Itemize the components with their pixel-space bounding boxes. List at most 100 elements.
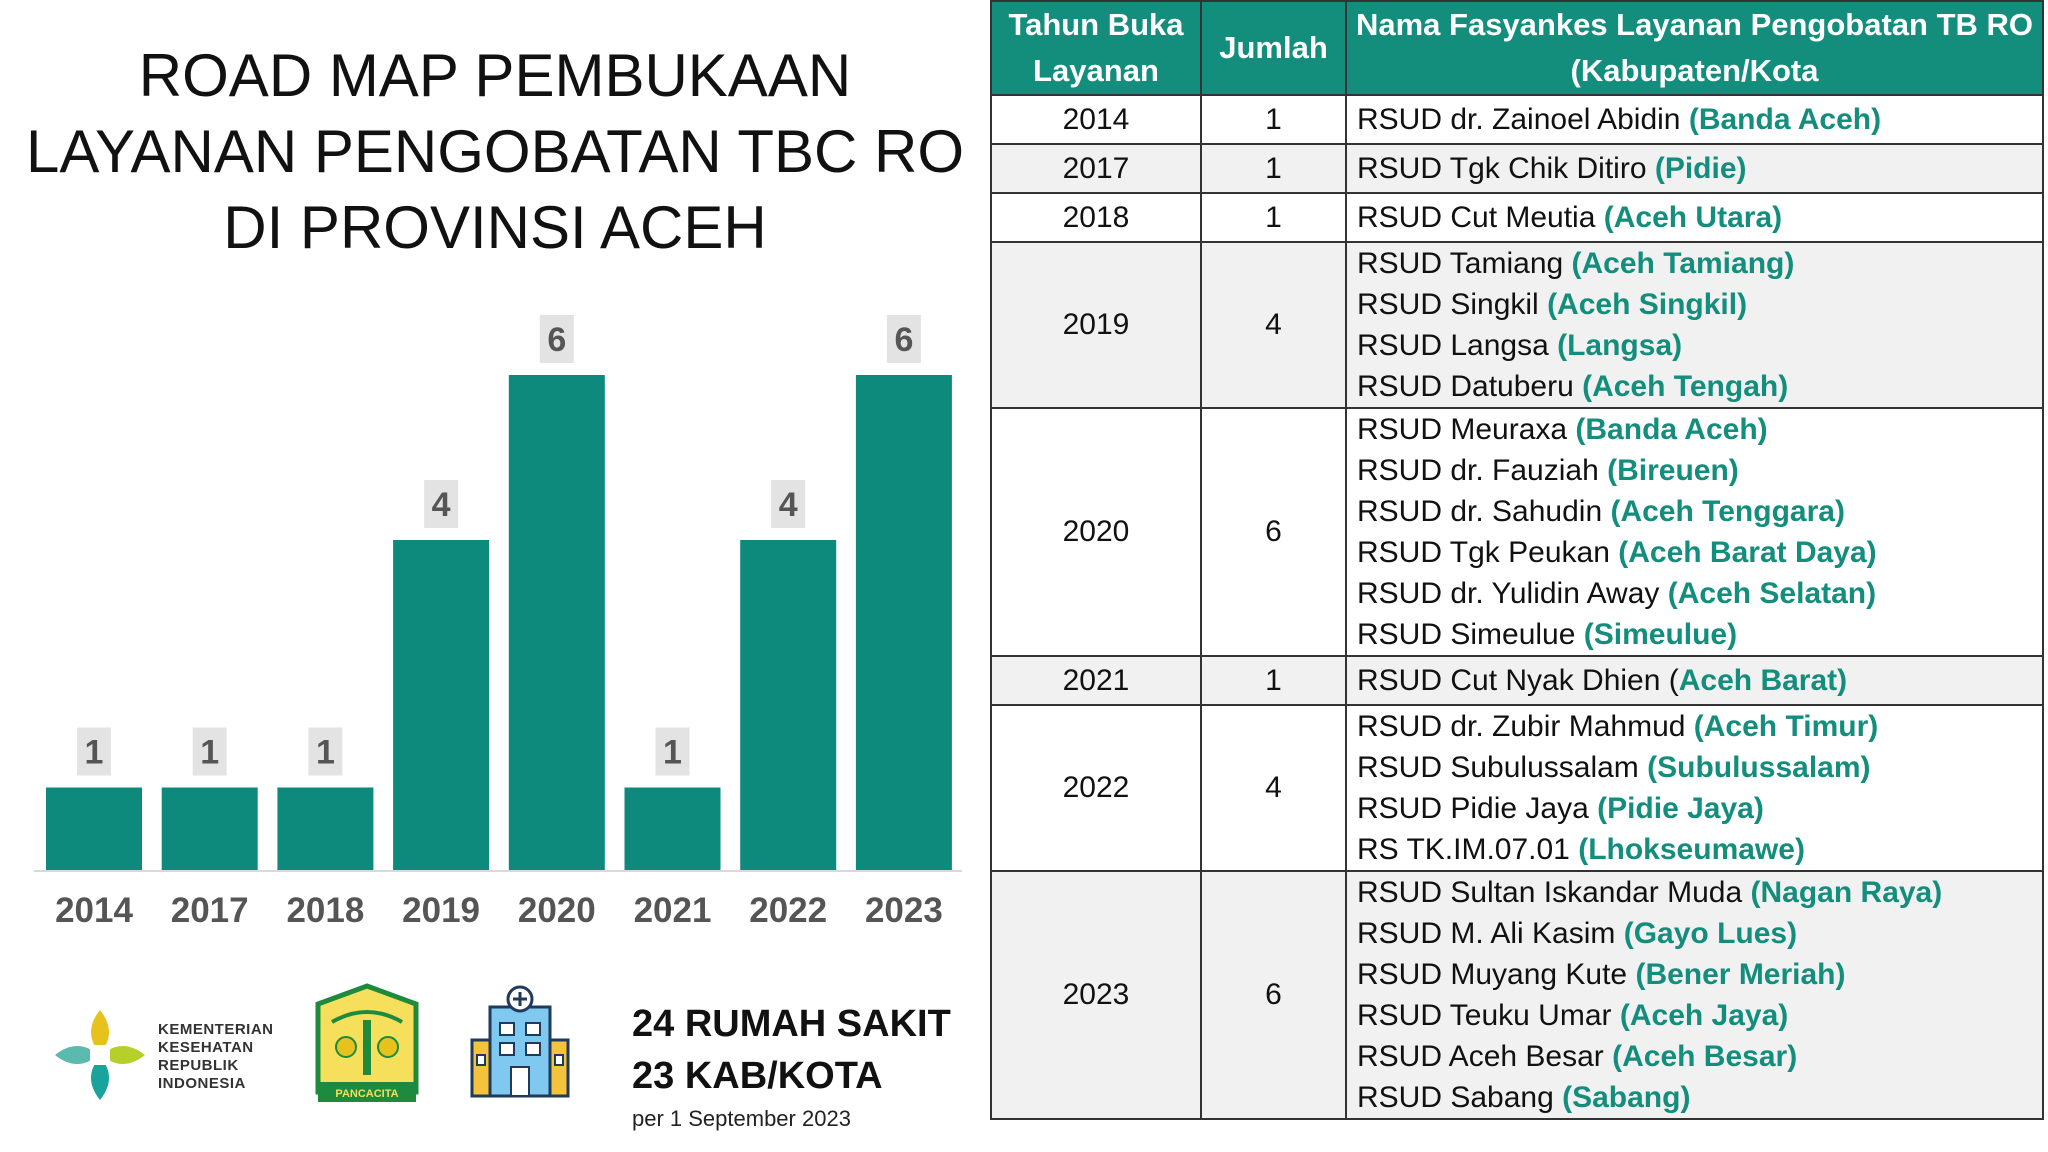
year-cell: 2020 xyxy=(990,407,1202,657)
facility-line: RSUD Singkil (Aceh Singkil) xyxy=(1357,284,2032,325)
bar xyxy=(393,540,490,870)
kemenkes-line: KEMENTERIAN xyxy=(158,1021,274,1038)
x-tick-label: 2021 xyxy=(634,891,712,930)
facility-name: RSUD Meuraxa xyxy=(1357,413,1576,446)
bar xyxy=(277,787,374,870)
table-row: 2021 1 RSUD Cut Nyak Dhien (Aceh Barat) xyxy=(990,655,2044,706)
facility-line: RSUD Tamiang (Aceh Tamiang) xyxy=(1357,243,2032,284)
x-tick-label: 2018 xyxy=(286,891,364,930)
facility-name: RSUD Langsa xyxy=(1357,329,1558,362)
table-row: 2019 4 RSUD Tamiang (Aceh Tamiang) RSUD Sin… xyxy=(990,241,2044,409)
facility-line: RSUD dr. Yulidin Away (Aceh Selatan) xyxy=(1357,573,2032,614)
facility-line: RSUD Tgk Peukan (Aceh Barat Daya) xyxy=(1357,532,2032,573)
facility-name: RSUD dr. Zainoel Abidin xyxy=(1357,103,1689,136)
header-year: Tahun Buka Layanan xyxy=(990,0,1202,96)
facility-cell: RSUD Sultan Iskandar Muda (Nagan Raya) RS… xyxy=(1345,870,2044,1120)
data-label-bg xyxy=(539,315,574,363)
year-cell: 2023 xyxy=(990,870,1202,1120)
x-tick-label: 2017 xyxy=(171,891,249,930)
bar xyxy=(46,787,142,870)
data-label-bg xyxy=(655,727,690,776)
facility-region: (Gayo Lues) xyxy=(1623,917,1798,950)
facility-region: (Banda Aceh) xyxy=(1575,413,1768,446)
facility-region: (Banda Aceh) xyxy=(1688,103,1882,136)
data-label: 4 xyxy=(432,486,451,524)
facility-line: RSUD Teuku Umar (Aceh Jaya) xyxy=(1357,995,2032,1036)
facility-name: RSUD Subulussalam xyxy=(1357,751,1648,784)
header-facility: Nama Fasyankes Layanan Pengobatan TB RO … xyxy=(1345,0,2044,96)
title-line: DI PROVINSI ACEH xyxy=(223,194,767,261)
table-row: 2018 1 RSUD Cut Meutia (Aceh Utara) xyxy=(990,192,2044,243)
title-line: ROAD MAP PEMBUKAAN xyxy=(138,42,852,109)
left-panel: ROAD MAP PEMBUKAAN LAYANAN PENGOBATAN TB… xyxy=(0,0,990,1152)
facility-cell: RSUD Meuraxa (Banda Aceh) RSUD dr. Fauzia… xyxy=(1345,407,2044,657)
facility-region: (Sabang) xyxy=(1562,1081,1691,1114)
facility-cell: RSUD Cut Nyak Dhien (Aceh Barat) xyxy=(1345,655,2044,706)
count-cell: 1 xyxy=(1200,94,1347,145)
facility-line: RSUD dr. Zubir Mahmud (Aceh Timur) xyxy=(1357,706,2032,747)
data-label: 6 xyxy=(894,321,913,359)
facility-name: RSUD M. Ali Kasim xyxy=(1357,917,1624,950)
kemenkes-text: KEMENTERIAN KESEHATAN REPUBLIK INDONESIA xyxy=(158,1021,274,1093)
facility-name: RSUD Datuberu xyxy=(1357,370,1583,403)
header-count: Jumlah xyxy=(1200,0,1347,96)
count-cell: 1 xyxy=(1200,192,1347,243)
x-tick-label: 2020 xyxy=(518,891,596,930)
facility-name: RS TK.IM.07.01 xyxy=(1357,833,1579,866)
table-row: 2014 1 RSUD dr. Zainoel Abidin (Banda Aceh… xyxy=(990,94,2044,145)
pancacita-text: PANCACITA xyxy=(335,1088,398,1100)
data-label: 1 xyxy=(663,734,682,772)
facility-region: (Nagan Raya) xyxy=(1750,876,1943,909)
facility-region: (Aceh Tengah) xyxy=(1582,370,1789,403)
facility-name: RSUD Singkil xyxy=(1357,288,1548,321)
x-tick-label: 2014 xyxy=(55,891,133,930)
facility-region: (Aceh Tenggara) xyxy=(1610,495,1845,528)
facility-name: RSUD Tgk Peukan xyxy=(1357,536,1619,569)
summary-block: 24 RUMAH SAKIT 23 KAB/KOTA per 1 Septemb… xyxy=(632,998,951,1132)
facility-region: (Langsa) xyxy=(1557,329,1683,362)
facility-name: RSUD Tgk Chik Ditiro xyxy=(1357,152,1655,185)
table-header-row: Tahun Buka Layanan Jumlah Nama Fasyankes… xyxy=(990,0,2044,96)
count-cell: 1 xyxy=(1200,143,1347,194)
facility-region: (Aceh Tamiang) xyxy=(1571,247,1795,280)
x-tick-label: 2019 xyxy=(402,891,480,930)
data-label-bg xyxy=(424,480,459,528)
summary-hospitals: 24 RUMAH SAKIT xyxy=(632,1003,951,1045)
facility-region: (Pidie Jaya) xyxy=(1597,792,1764,825)
facility-line: RSUD Muyang Kute (Bener Meriah) xyxy=(1357,954,2032,995)
facility-region: (Aceh Jaya) xyxy=(1619,999,1789,1032)
facility-region: (Simeulue) xyxy=(1583,618,1738,651)
facility-cell: RSUD Tgk Chik Ditiro (Pidie) xyxy=(1345,143,2044,194)
data-label-bg xyxy=(192,727,227,776)
facility-cell: RSUD Cut Meutia (Aceh Utara) xyxy=(1345,192,2044,243)
facility-line: RSUD Tgk Chik Ditiro (Pidie) xyxy=(1357,148,2032,189)
data-label: 1 xyxy=(85,734,104,772)
data-label-bg xyxy=(771,480,806,528)
kemenkes-line: INDONESIA xyxy=(158,1075,246,1092)
summary-regencies: 23 KAB/KOTA xyxy=(632,1055,883,1097)
facility-name: RSUD dr. Sahudin xyxy=(1357,495,1611,528)
year-cell: 2022 xyxy=(990,704,1202,872)
facility-cell: RSUD Tamiang (Aceh Tamiang) RSUD Singkil … xyxy=(1345,241,2044,409)
facility-name: RSUD Sultan Iskandar Muda xyxy=(1357,876,1751,909)
facility-name: RSUD dr. Fauziah xyxy=(1357,454,1608,487)
count-cell: 4 xyxy=(1200,704,1347,872)
facility-name: RSUD Simeulue xyxy=(1357,618,1584,651)
facility-region: (Aceh Besar) xyxy=(1612,1040,1798,1073)
facility-region: Aceh Barat) xyxy=(1678,664,1848,697)
bar xyxy=(161,787,258,870)
table-row: 2023 6 RSUD Sultan Iskandar Muda (Nagan Ra… xyxy=(990,870,2044,1120)
bar xyxy=(740,540,837,870)
facility-region: (Aceh Selatan) xyxy=(1667,577,1877,610)
facility-line: RSUD dr. Fauziah (Bireuen) xyxy=(1357,450,2032,491)
table-row: 2017 1 RSUD Tgk Chik Ditiro (Pidie) xyxy=(990,143,2044,194)
year-cell: 2014 xyxy=(990,94,1202,145)
year-cell: 2018 xyxy=(990,192,1202,243)
facility-line: RSUD Sultan Iskandar Muda (Nagan Raya) xyxy=(1357,872,2032,913)
facility-region: (Bireuen) xyxy=(1607,454,1739,487)
kemenkes-line: REPUBLIK xyxy=(158,1057,239,1074)
facility-line: RS TK.IM.07.01 (Lhokseumawe) xyxy=(1357,829,2032,870)
facility-line: RSUD Cut Nyak Dhien (Aceh Barat) xyxy=(1357,660,2032,701)
facility-region: (Pidie) xyxy=(1654,152,1747,185)
kemenkes-logo xyxy=(55,1010,145,1100)
